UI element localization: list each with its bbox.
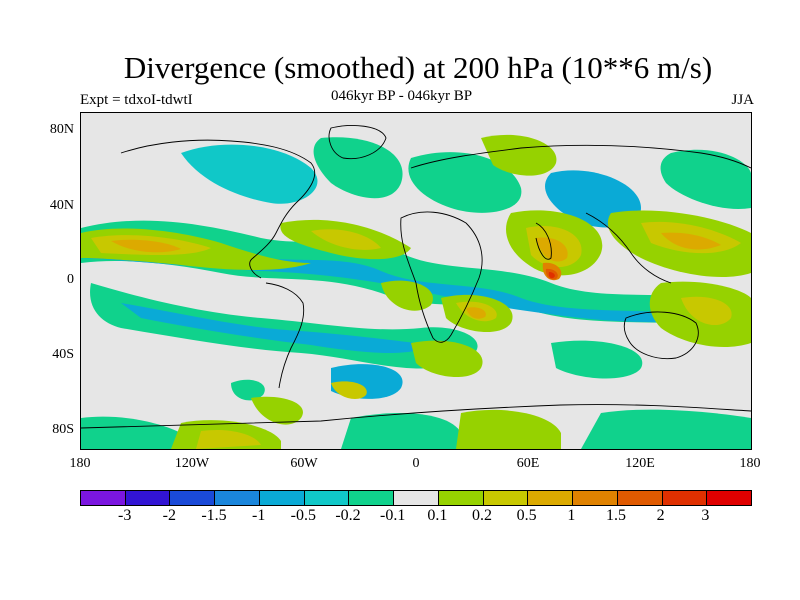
coastline-australia xyxy=(623,311,699,360)
lat-label-80n: 80N xyxy=(49,122,74,137)
lon-label-0: 0 xyxy=(412,456,420,471)
legend-swatch xyxy=(662,491,708,505)
contour-pos xyxy=(411,340,483,378)
coastline-antarctica xyxy=(81,404,751,429)
coastline-india xyxy=(535,222,552,260)
legend-swatch xyxy=(304,491,350,505)
contour-neg xyxy=(581,409,751,449)
lon-label-180w: 180 xyxy=(69,456,91,471)
legend-swatch xyxy=(573,491,618,505)
legend-swatch xyxy=(617,491,663,505)
coastline-southeast-asia xyxy=(585,212,672,284)
contour-pos xyxy=(536,237,568,262)
legend-label: -0.5 xyxy=(290,507,316,524)
season-label: JJA xyxy=(731,92,754,108)
legend-label: 3 xyxy=(701,507,710,524)
legend-label: -0.2 xyxy=(335,507,361,524)
legend-label: 1 xyxy=(567,507,576,524)
contour-neg xyxy=(121,303,431,353)
legend-swatch xyxy=(707,491,752,505)
map-panel xyxy=(80,112,752,450)
lon-label-60e: 60E xyxy=(516,456,540,471)
legend-swatch xyxy=(215,491,260,505)
contour-neg xyxy=(408,152,522,213)
legend-label: -1.5 xyxy=(201,507,227,524)
map-title: Divergence (smoothed) at 200 hPa (10**6 … xyxy=(123,50,713,85)
negative-contours xyxy=(81,137,751,449)
contour-pos xyxy=(251,396,303,425)
lon-label-60w: 60W xyxy=(290,456,318,471)
legend-label: -0.1 xyxy=(379,507,406,524)
coastline-africa xyxy=(400,211,483,343)
contour-pos xyxy=(196,429,261,449)
coastline-europe-asia xyxy=(410,144,751,169)
contour-pos xyxy=(311,229,381,250)
legend-label: 0.2 xyxy=(472,507,492,524)
lon-label-180e: 180 xyxy=(739,456,761,471)
legend-label: 2 xyxy=(656,507,665,524)
lon-label-120e: 120E xyxy=(625,456,655,471)
coastlines xyxy=(81,125,751,429)
coastline-north-america xyxy=(120,139,316,279)
legend-label: -2 xyxy=(162,507,176,524)
legend-swatch xyxy=(438,491,484,505)
lat-label-equator: 0 xyxy=(67,272,74,287)
legend-label: -1 xyxy=(251,507,266,524)
coastline-greenland xyxy=(328,125,387,160)
contour-pos xyxy=(681,296,732,326)
experiment-label: Expt = tdxoI-tdwtI xyxy=(80,92,193,108)
contour-pos xyxy=(111,239,181,253)
legend-label: -3 xyxy=(117,507,132,524)
legend-swatch xyxy=(483,491,529,505)
legend-label: 0.5 xyxy=(516,507,537,524)
color-legend-bar xyxy=(80,490,752,506)
lat-label-80s: 80S xyxy=(52,422,74,437)
legend-swatch xyxy=(394,491,439,505)
contour-pos xyxy=(331,381,367,399)
contour-pos xyxy=(481,134,557,176)
contour-pos xyxy=(548,272,555,279)
coastline-south-america xyxy=(265,282,305,389)
contour-pos xyxy=(456,409,561,449)
lat-label-40n: 40N xyxy=(49,198,74,213)
contour-pos xyxy=(466,307,486,319)
positive-contours xyxy=(81,134,751,449)
contour-neg xyxy=(181,144,318,204)
contour-neg xyxy=(660,149,751,209)
legend-label: 0.1 xyxy=(427,507,448,524)
legend-swatch xyxy=(349,491,395,505)
legend-swatch xyxy=(81,491,126,505)
legend-swatch xyxy=(170,491,216,505)
lat-label-40s: 40S xyxy=(52,347,74,362)
legend-swatch xyxy=(125,491,171,505)
contour-pos xyxy=(661,232,721,250)
contour-neg xyxy=(81,220,751,328)
divergence-field xyxy=(81,125,751,449)
contour-neg xyxy=(551,340,643,379)
contour-neg xyxy=(81,416,181,449)
period-label: 046kyr BP - 046kyr BP xyxy=(331,88,473,104)
legend-swatch xyxy=(528,491,574,505)
contour-neg xyxy=(341,413,461,449)
lon-label-120w: 120W xyxy=(174,456,210,471)
contour-neg xyxy=(313,137,403,199)
legend-swatch xyxy=(259,491,305,505)
contour-neg xyxy=(231,379,265,401)
legend-label: 1.5 xyxy=(606,507,626,524)
